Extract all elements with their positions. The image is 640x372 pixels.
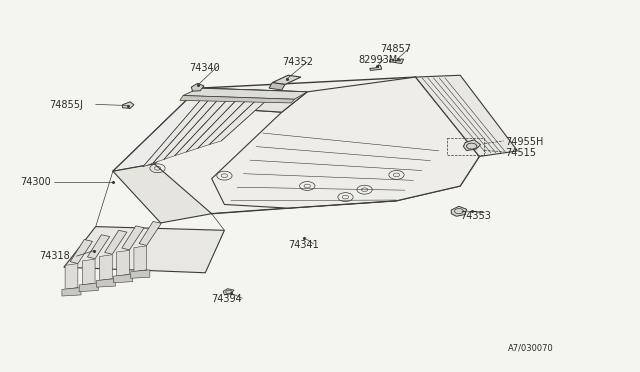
Text: 74340: 74340 [189,63,220,73]
Polygon shape [389,59,404,64]
Text: 74352: 74352 [282,57,313,67]
Text: 74515: 74515 [505,148,536,158]
Text: 82993M: 82993M [358,55,397,65]
Polygon shape [62,288,81,296]
Text: 74318: 74318 [40,251,70,261]
Polygon shape [370,65,381,70]
Polygon shape [64,227,225,273]
Polygon shape [113,88,307,171]
Polygon shape [79,283,99,292]
Polygon shape [113,77,479,214]
Polygon shape [104,230,127,254]
Text: 74300: 74300 [20,177,51,187]
Polygon shape [122,226,144,250]
Text: 74955H: 74955H [505,137,543,147]
Polygon shape [100,255,112,280]
Text: 74855J: 74855J [49,100,83,110]
Polygon shape [65,263,78,289]
Polygon shape [186,91,255,152]
Polygon shape [209,91,276,145]
Polygon shape [199,88,307,112]
Polygon shape [131,270,150,278]
Polygon shape [415,75,518,157]
Polygon shape [113,164,212,223]
Polygon shape [175,91,246,156]
Polygon shape [198,91,266,148]
Polygon shape [451,206,467,216]
Polygon shape [212,77,479,208]
Polygon shape [223,289,234,295]
Polygon shape [143,93,215,167]
Polygon shape [153,92,225,163]
Polygon shape [269,83,285,90]
Text: 74394: 74394 [212,294,243,304]
Polygon shape [116,250,129,276]
Polygon shape [463,140,481,151]
Polygon shape [191,83,204,91]
Text: 74341: 74341 [288,240,319,250]
Polygon shape [122,102,134,109]
Polygon shape [183,88,307,99]
Polygon shape [70,240,93,263]
Text: 74353: 74353 [460,211,491,221]
Polygon shape [139,221,161,246]
Polygon shape [83,259,95,285]
Polygon shape [164,91,236,160]
Text: A7/030070: A7/030070 [508,344,554,353]
Polygon shape [272,75,301,84]
Polygon shape [88,235,109,259]
Polygon shape [180,96,294,103]
Polygon shape [113,274,132,283]
Polygon shape [134,246,147,272]
Text: 74857: 74857 [381,44,412,54]
Polygon shape [97,279,115,287]
